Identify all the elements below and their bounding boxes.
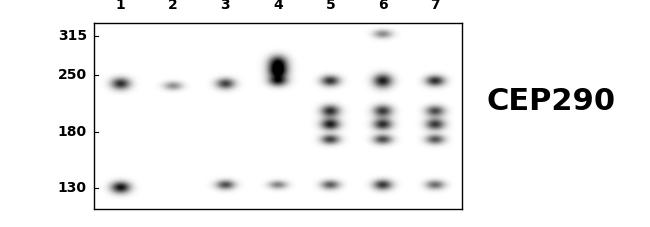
Text: 6: 6 [378,0,387,12]
Text: 3: 3 [220,0,230,12]
Text: 130: 130 [58,181,87,195]
Text: 5: 5 [326,0,335,12]
Text: 4: 4 [273,0,283,12]
Text: 250: 250 [58,69,87,82]
Text: 180: 180 [58,125,87,139]
Text: CEP290: CEP290 [486,87,616,116]
Text: 315: 315 [58,29,87,43]
Text: 7: 7 [430,0,440,12]
Text: 1: 1 [116,0,125,12]
Text: 2: 2 [168,0,178,12]
